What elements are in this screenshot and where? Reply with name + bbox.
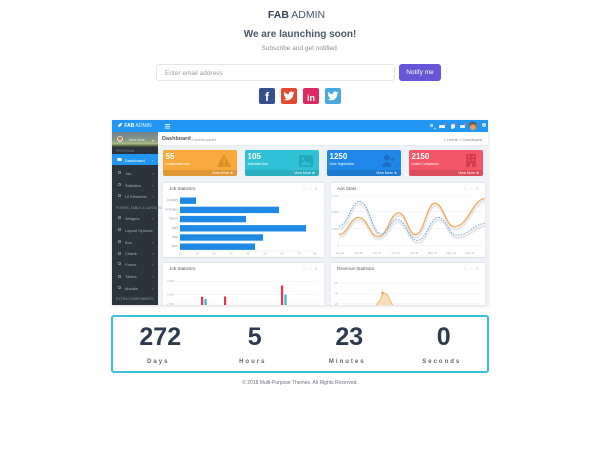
svg-text:30: 30 — [229, 252, 233, 256]
svg-text:15,000: 15,000 — [331, 195, 339, 198]
svg-text:Apr 02: Apr 02 — [336, 251, 345, 255]
svg-text:May 21: May 21 — [465, 251, 475, 255]
svg-text:60: 60 — [280, 252, 284, 256]
svg-text:5,000: 5,000 — [332, 227, 339, 231]
svg-text:Apr 16: Apr 16 — [373, 251, 382, 255]
svg-text:80: 80 — [313, 252, 317, 256]
svg-text:7,500: 7,500 — [167, 279, 174, 283]
svg-text:May 07: May 07 — [428, 251, 438, 255]
svg-text:20: 20 — [335, 302, 339, 305]
svg-text:70: 70 — [297, 252, 301, 256]
svg-text:0: 0 — [337, 244, 339, 248]
svg-text:June: June — [171, 244, 178, 248]
svg-text:Apr 23: Apr 23 — [391, 251, 400, 255]
svg-text:10,000: 10,000 — [331, 210, 339, 214]
svg-text:March: March — [169, 217, 178, 221]
svg-text:0: 0 — [179, 252, 181, 256]
svg-text:April: April — [172, 226, 179, 230]
svg-text:Apr 09: Apr 09 — [354, 251, 363, 255]
svg-text:5,000: 5,000 — [167, 293, 174, 297]
svg-text:40: 40 — [246, 252, 250, 256]
svg-text:30: 30 — [335, 292, 339, 296]
svg-text:Apr 30: Apr 30 — [410, 251, 419, 255]
svg-text:February: February — [165, 207, 178, 211]
svg-text:50: 50 — [263, 252, 267, 256]
svg-text:2,500: 2,500 — [167, 302, 174, 305]
svg-text:40: 40 — [335, 281, 339, 285]
svg-text:May 14: May 14 — [446, 251, 456, 255]
svg-text:20: 20 — [212, 252, 216, 256]
svg-text:May: May — [172, 235, 178, 239]
svg-text:10: 10 — [195, 252, 199, 256]
svg-text:January: January — [167, 198, 179, 202]
